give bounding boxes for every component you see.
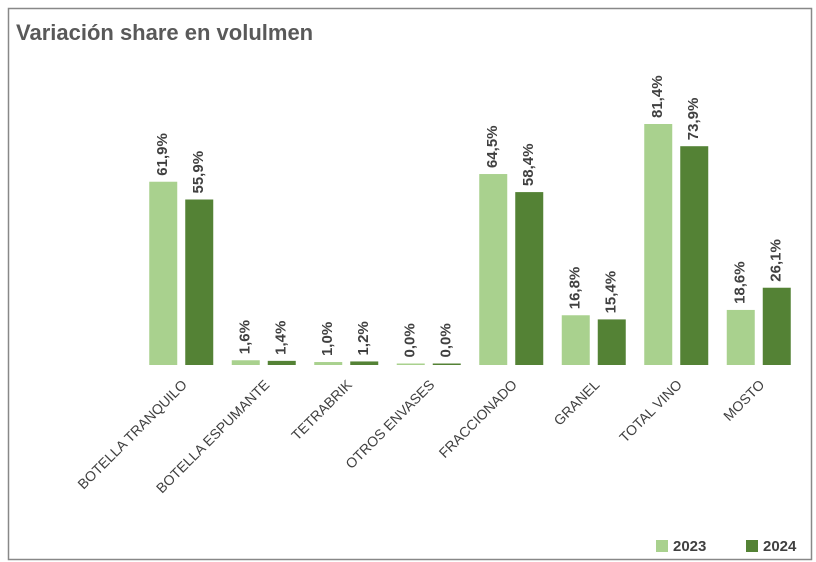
legend-label: 2023 xyxy=(673,538,706,555)
bar xyxy=(185,199,214,365)
value-label: 1,2% xyxy=(355,321,372,355)
value-label: 1,4% xyxy=(273,321,290,355)
value-label: 18,6% xyxy=(732,261,749,304)
value-label: 1,0% xyxy=(319,322,336,356)
value-label: 58,4% xyxy=(520,144,537,187)
bar xyxy=(231,360,260,365)
legend-label: 2024 xyxy=(763,538,797,555)
value-label: 16,8% xyxy=(567,267,584,310)
bar xyxy=(149,181,178,365)
value-label: 73,9% xyxy=(685,98,702,141)
value-label: 81,4% xyxy=(649,75,666,118)
bar xyxy=(597,319,626,365)
bar xyxy=(644,124,673,365)
bar xyxy=(726,309,755,365)
bar xyxy=(561,315,590,365)
bar xyxy=(680,146,709,365)
value-label: 26,1% xyxy=(768,239,785,282)
value-label: 15,4% xyxy=(603,271,620,314)
bar xyxy=(762,287,791,365)
bar xyxy=(432,363,461,365)
value-label: 0,0% xyxy=(438,323,455,357)
chart-title: Variación share en volulmen xyxy=(16,20,313,45)
bar xyxy=(396,363,425,365)
value-label: 61,9% xyxy=(154,133,171,176)
value-label: 0,0% xyxy=(402,323,419,357)
value-label: 55,9% xyxy=(190,151,207,194)
legend-swatch xyxy=(656,540,668,552)
bar xyxy=(350,361,379,365)
value-label: 1,6% xyxy=(237,320,254,354)
value-label: 64,5% xyxy=(484,125,501,168)
bar xyxy=(267,360,296,365)
legend-swatch xyxy=(746,540,758,552)
bar xyxy=(479,174,508,365)
chart-frame xyxy=(7,7,813,561)
bar xyxy=(515,192,544,365)
bar xyxy=(314,362,343,365)
